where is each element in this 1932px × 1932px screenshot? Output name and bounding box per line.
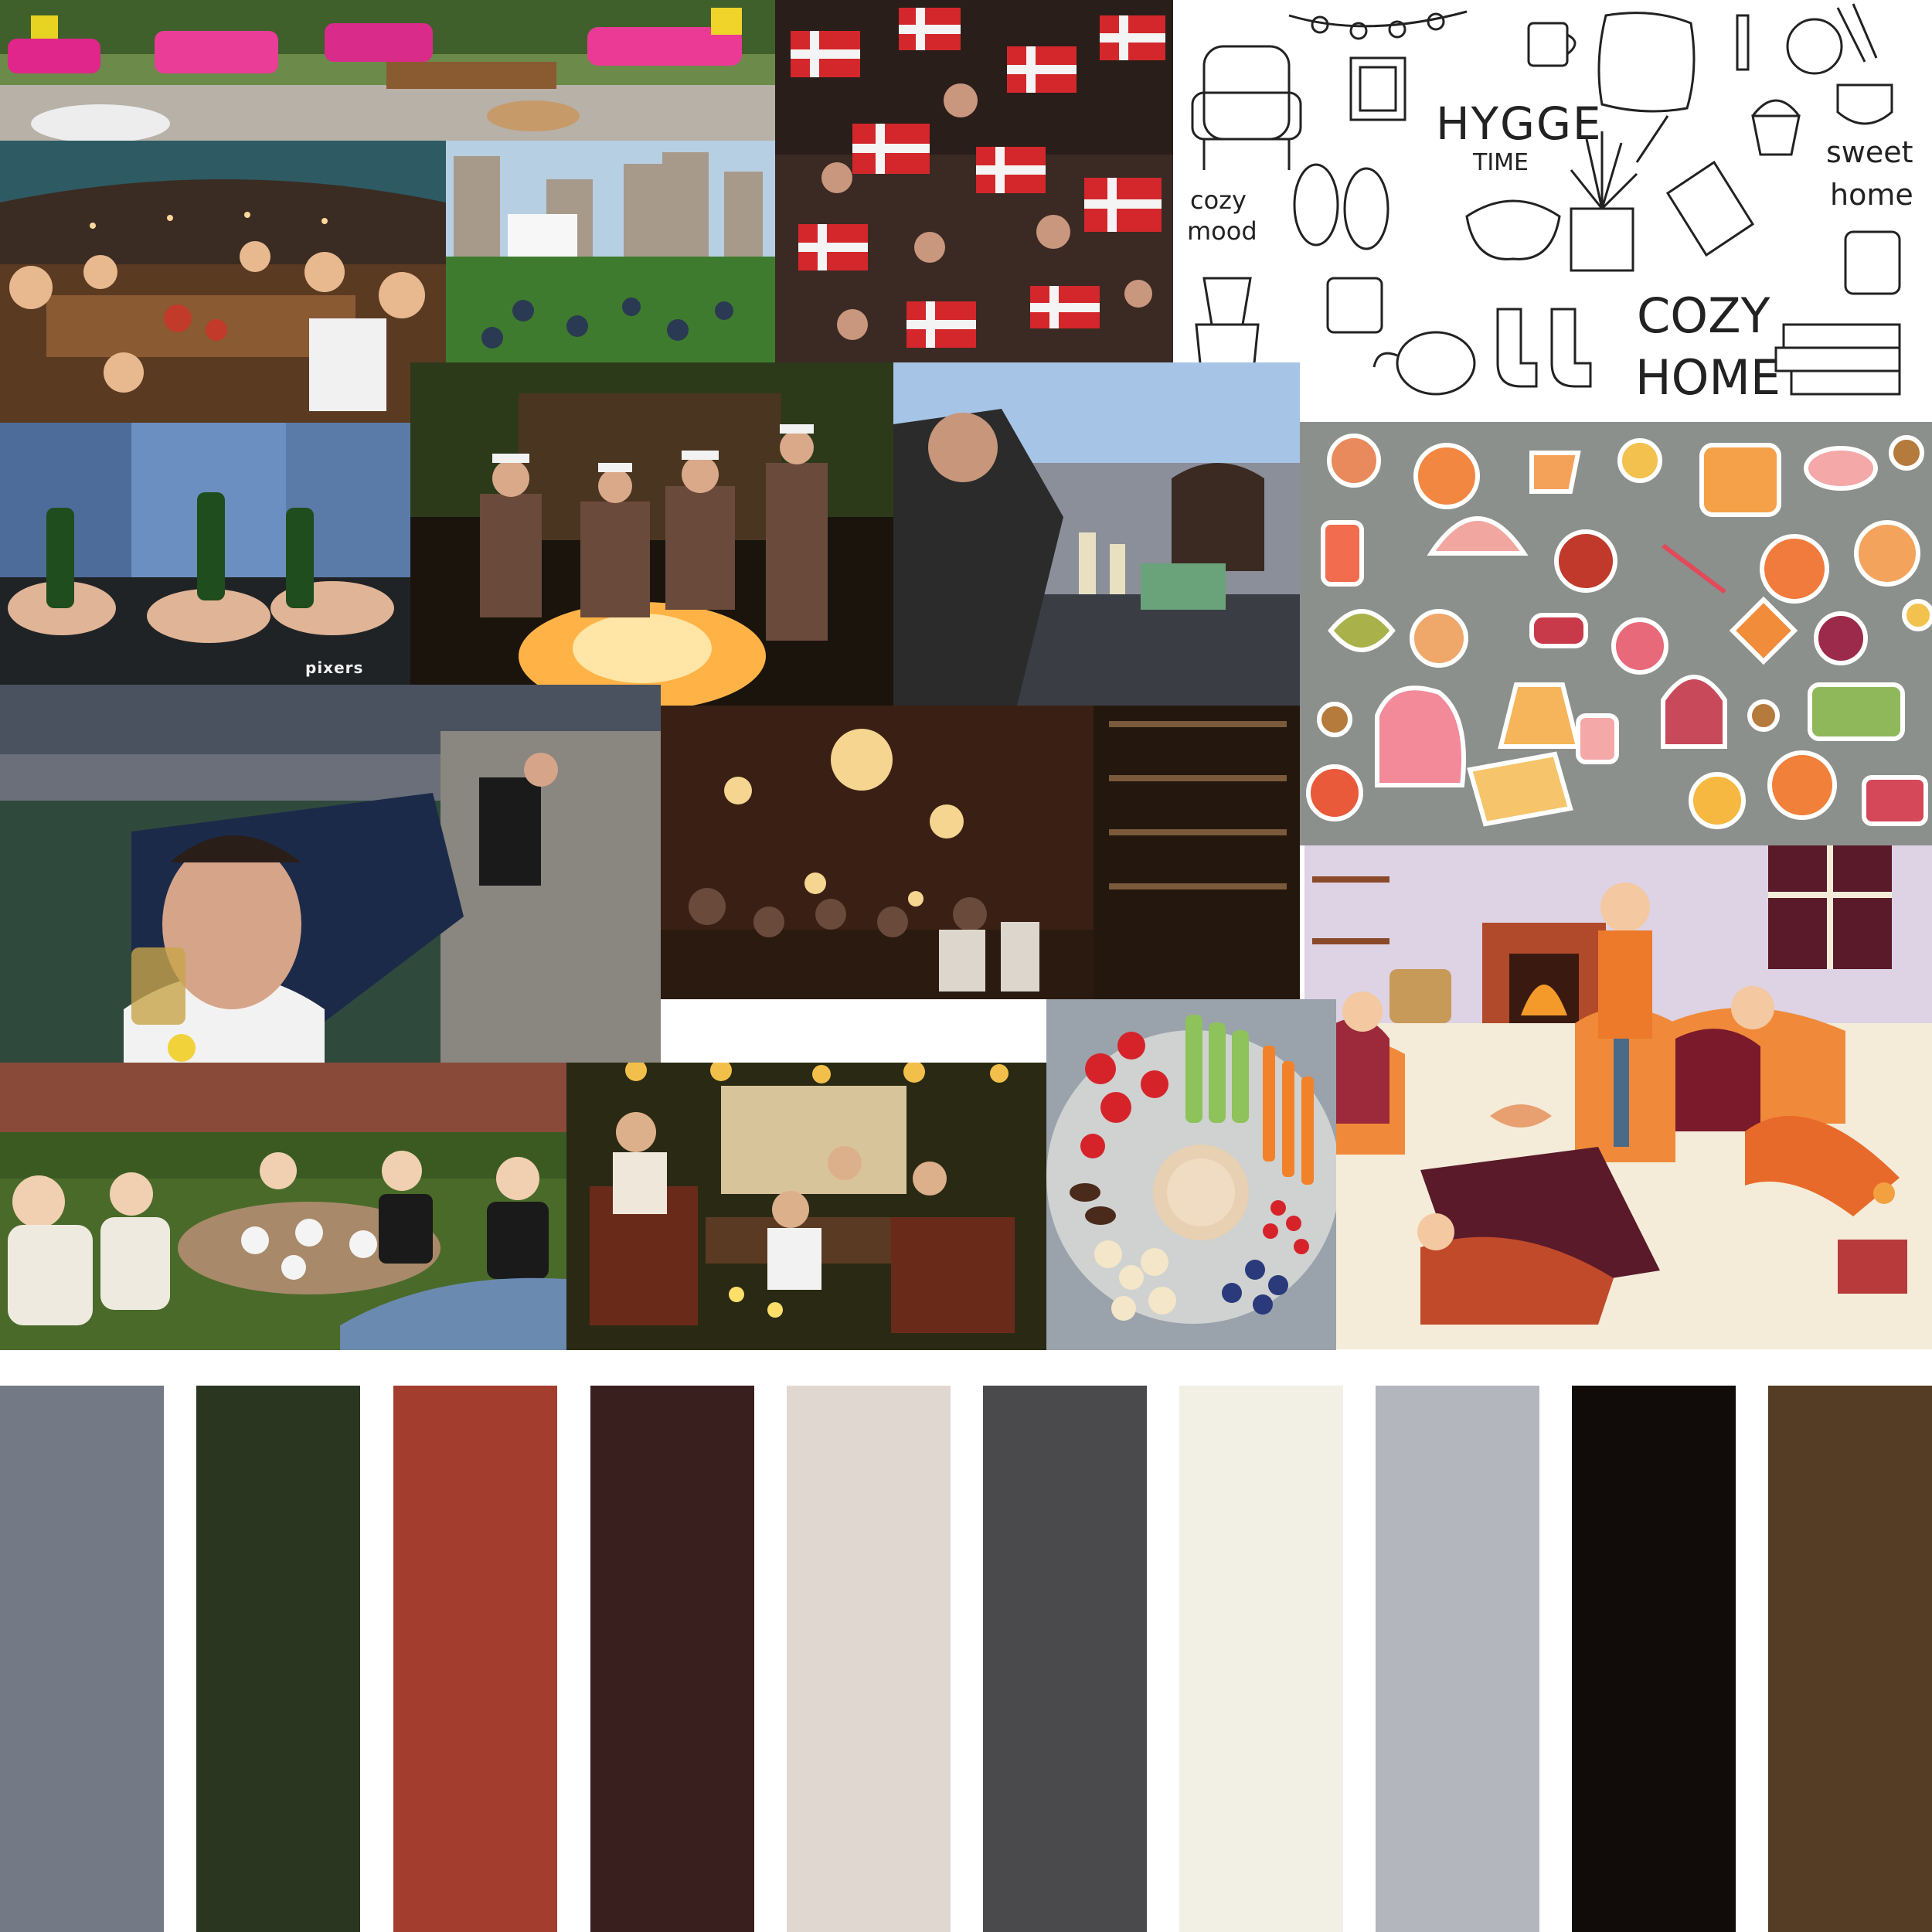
palette-swatch-2	[196, 1386, 360, 1932]
palette-swatch-9	[1572, 1386, 1736, 1932]
hygge-title: HYGGE	[1436, 97, 1603, 150]
illustration-cozy-living-room	[1304, 845, 1932, 1349]
illustration-autumn-stickers	[1300, 422, 1932, 845]
photo-pub-chandeliers	[661, 706, 1300, 999]
photo-harbor-man-drinking	[0, 685, 661, 1063]
photo-terrace-evening	[566, 1063, 1046, 1350]
palette-swatch-10	[1768, 1386, 1932, 1932]
photo-beer-bottles: pixers	[0, 423, 410, 685]
hygge-right-text-2: home	[1830, 178, 1913, 212]
palette-swatch-7	[1179, 1386, 1343, 1932]
palette-swatch-1	[0, 1386, 164, 1932]
hygge-left-text-1: cozy	[1190, 185, 1247, 215]
photo-outdoor-cinema	[446, 141, 775, 362]
illustration-hygge-doodles: HYGGE TIME cozy mood sweet home COZY HOM…	[1173, 0, 1932, 422]
palette-swatch-5	[787, 1386, 951, 1932]
photo-crowd-danish-flags	[775, 0, 1173, 363]
hygge-subtitle: TIME	[1472, 149, 1529, 176]
photo-tent-dinner	[0, 141, 446, 423]
photo-garden-lounge	[0, 0, 775, 141]
photo-snack-platter	[1046, 999, 1336, 1350]
palette-swatch-6	[983, 1386, 1147, 1932]
watermark-pixers: pixers	[305, 658, 364, 677]
palette-swatch-3	[393, 1386, 557, 1932]
hygge-bottom-text-1: COZY	[1637, 287, 1770, 344]
photo-bonfire	[410, 362, 893, 723]
hygge-bottom-text-2: HOME	[1635, 349, 1781, 406]
photo-garden-lunch	[0, 1063, 566, 1350]
palette-swatch-8	[1376, 1386, 1539, 1932]
photo-rooftop-drinks	[893, 362, 1300, 706]
hygge-right-text-1: sweet	[1826, 135, 1913, 169]
palette-swatch-4	[590, 1386, 754, 1932]
hygge-left-text-2: mood	[1187, 216, 1257, 246]
